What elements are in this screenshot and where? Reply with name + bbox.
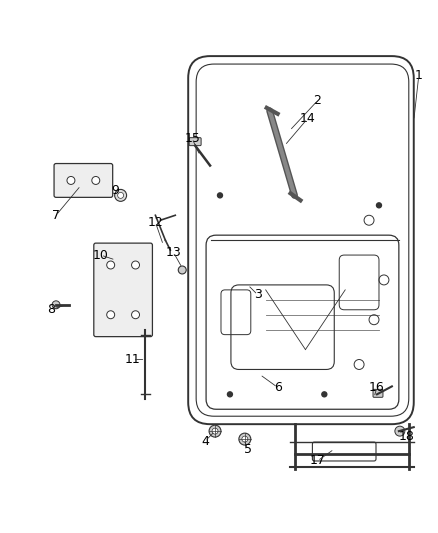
Text: 7: 7 bbox=[52, 209, 60, 222]
Circle shape bbox=[322, 392, 327, 397]
Circle shape bbox=[67, 176, 75, 184]
Circle shape bbox=[227, 392, 233, 397]
Circle shape bbox=[239, 433, 251, 445]
Text: 15: 15 bbox=[184, 132, 200, 145]
Text: 11: 11 bbox=[125, 353, 141, 366]
FancyBboxPatch shape bbox=[54, 164, 113, 197]
Text: 6: 6 bbox=[274, 381, 282, 394]
Circle shape bbox=[115, 189, 127, 201]
Text: 13: 13 bbox=[166, 246, 181, 259]
Text: 8: 8 bbox=[47, 303, 55, 316]
Circle shape bbox=[118, 192, 124, 198]
Circle shape bbox=[212, 428, 218, 434]
Circle shape bbox=[52, 301, 60, 309]
Text: 9: 9 bbox=[112, 184, 120, 197]
FancyBboxPatch shape bbox=[312, 442, 376, 461]
Text: 2: 2 bbox=[314, 94, 321, 107]
Text: 12: 12 bbox=[148, 216, 163, 229]
Circle shape bbox=[178, 266, 186, 274]
Text: 1: 1 bbox=[415, 69, 423, 83]
Circle shape bbox=[92, 176, 100, 184]
Text: 4: 4 bbox=[201, 434, 209, 448]
Circle shape bbox=[131, 311, 140, 319]
Circle shape bbox=[107, 311, 115, 319]
Circle shape bbox=[209, 425, 221, 437]
Text: 16: 16 bbox=[369, 381, 385, 394]
Circle shape bbox=[242, 436, 248, 442]
Text: 18: 18 bbox=[399, 430, 415, 442]
Circle shape bbox=[131, 261, 140, 269]
Circle shape bbox=[395, 426, 405, 436]
Text: 17: 17 bbox=[309, 455, 325, 467]
Text: 3: 3 bbox=[254, 288, 261, 301]
Text: 10: 10 bbox=[93, 248, 109, 262]
Circle shape bbox=[218, 193, 223, 198]
FancyBboxPatch shape bbox=[189, 138, 201, 146]
Circle shape bbox=[107, 261, 115, 269]
Text: 5: 5 bbox=[244, 442, 252, 456]
Text: 14: 14 bbox=[300, 112, 315, 125]
FancyBboxPatch shape bbox=[94, 243, 152, 337]
FancyBboxPatch shape bbox=[373, 389, 383, 397]
Circle shape bbox=[377, 203, 381, 208]
